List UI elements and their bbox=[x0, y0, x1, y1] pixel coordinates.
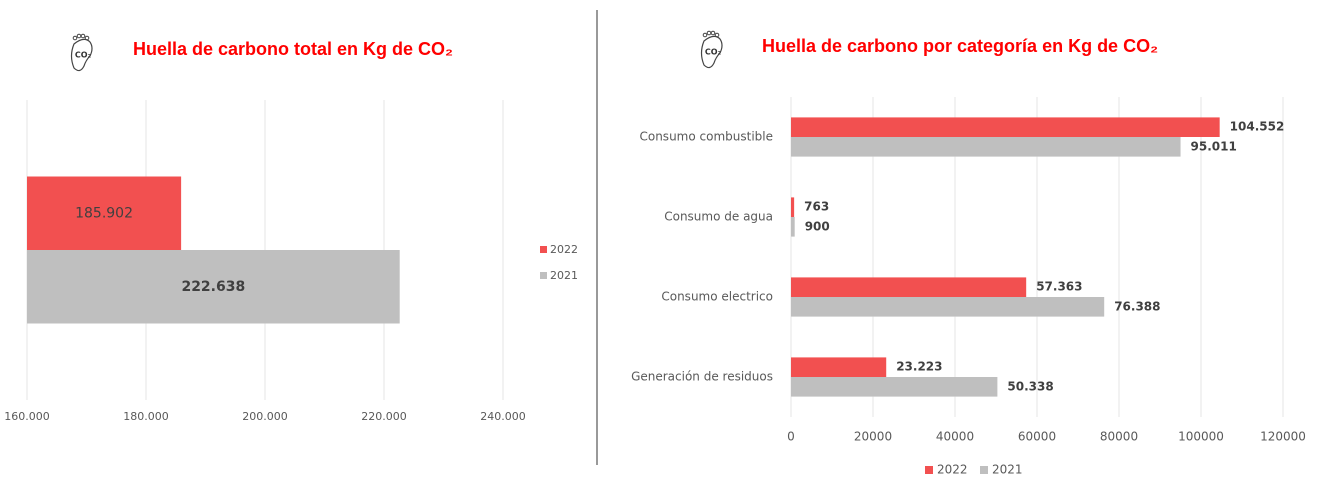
legend-swatch bbox=[540, 246, 547, 253]
x-tick-label: 20000 bbox=[854, 430, 892, 444]
y-tick-label: Consumo electrico bbox=[661, 290, 773, 304]
toe bbox=[84, 35, 90, 41]
chart-title: Huella de carbono total en Kg de CO₂ bbox=[133, 39, 453, 59]
x-tick-label: 120000 bbox=[1260, 430, 1306, 444]
value-label: 50.338 bbox=[1007, 379, 1053, 393]
y-tick-label: Generación de residuos bbox=[631, 370, 773, 384]
value-label: 222.638 bbox=[181, 279, 245, 295]
value-label: 76.388 bbox=[1114, 299, 1160, 313]
x-tick-label: 180.000 bbox=[123, 410, 169, 423]
bar bbox=[791, 357, 887, 377]
x-tick-label: 0 bbox=[787, 430, 795, 444]
toe bbox=[76, 33, 82, 39]
toe bbox=[706, 30, 712, 36]
bar bbox=[791, 297, 1105, 317]
chart: CO₂ Huella de carbono total en Kg de CO₂ 1… bbox=[4, 33, 578, 423]
footprint-icon bbox=[700, 35, 723, 69]
x-tick-label: 240.000 bbox=[480, 410, 526, 423]
x-tick-label: 40000 bbox=[936, 430, 974, 444]
bar bbox=[791, 277, 1027, 297]
y-tick-label: Consumo combustible bbox=[639, 130, 773, 144]
icon-label: CO₂ bbox=[75, 51, 92, 60]
x-tick-label: 60000 bbox=[1018, 430, 1056, 444]
legend-swatch bbox=[540, 272, 547, 279]
value-label: 95.011 bbox=[1191, 139, 1237, 153]
toe bbox=[72, 35, 78, 41]
x-tick-label: 80000 bbox=[1100, 430, 1138, 444]
bar bbox=[791, 377, 998, 397]
legend-label: 2022 bbox=[550, 243, 578, 256]
legend-label: 2021 bbox=[992, 463, 1023, 477]
value-label: 185.902 bbox=[75, 205, 133, 221]
bar bbox=[791, 117, 1220, 137]
toe bbox=[714, 32, 720, 38]
footprint-icon bbox=[70, 38, 93, 72]
bar bbox=[791, 137, 1181, 157]
bar bbox=[791, 197, 795, 217]
x-tick-label: 100000 bbox=[1178, 430, 1224, 444]
legend-label: 2022 bbox=[937, 463, 968, 477]
value-label: 57.363 bbox=[1036, 280, 1082, 294]
value-label: 900 bbox=[805, 219, 830, 233]
toe bbox=[80, 33, 86, 39]
legend-label: 2021 bbox=[550, 269, 578, 282]
bar bbox=[27, 250, 400, 324]
chart-title: Huella de carbono por categoría en Kg de… bbox=[762, 36, 1158, 56]
x-tick-label: 220.000 bbox=[361, 410, 407, 423]
value-label: 104.552 bbox=[1230, 120, 1285, 134]
legend-swatch bbox=[980, 466, 988, 474]
toe bbox=[710, 30, 716, 36]
bar bbox=[791, 217, 795, 237]
toe bbox=[702, 32, 708, 38]
x-tick-label: 160.000 bbox=[4, 410, 50, 423]
value-label: 23.223 bbox=[896, 360, 942, 374]
y-tick-label: Consumo de agua bbox=[664, 210, 773, 224]
x-tick-label: 200.000 bbox=[242, 410, 288, 423]
legend-swatch bbox=[925, 466, 933, 474]
value-label: 763 bbox=[804, 200, 829, 214]
chart: CO₂ Huella de carbono por categoría en Kg… bbox=[631, 30, 1306, 477]
icon-label: CO₂ bbox=[705, 48, 722, 57]
bar bbox=[27, 176, 182, 250]
